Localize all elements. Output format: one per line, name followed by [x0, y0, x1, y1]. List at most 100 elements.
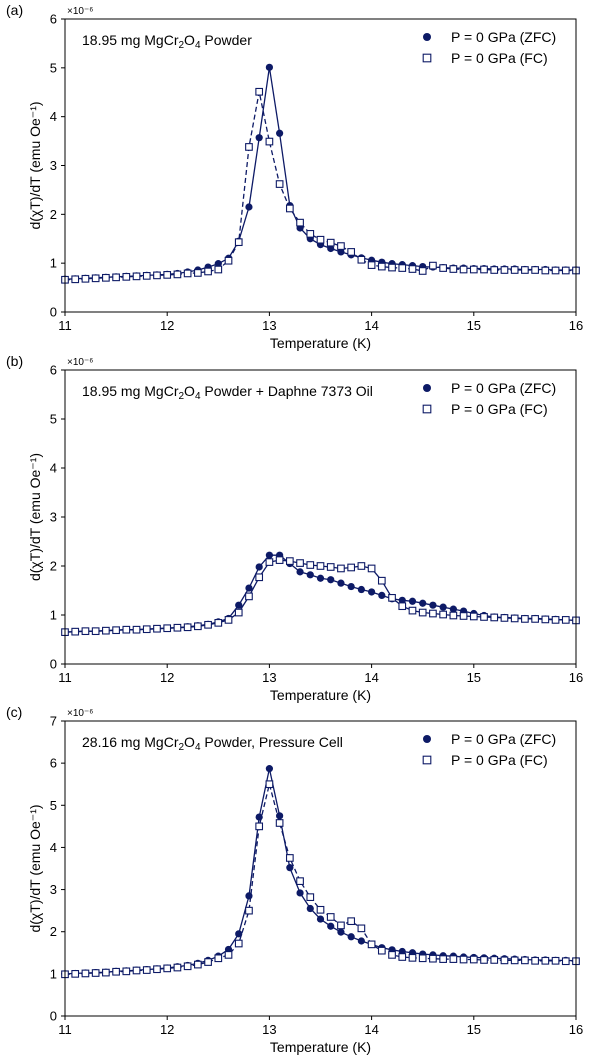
data-point-fc: [153, 965, 161, 974]
annotation-subscript: 4: [195, 391, 201, 402]
data-point-zfc: [265, 63, 273, 71]
data-point-fc: [183, 962, 192, 971]
data-point-zfc: [439, 603, 447, 611]
legend-marker-zfc: [423, 33, 431, 41]
data-point-zfc: [306, 904, 314, 913]
y-tick-label: 1: [50, 256, 57, 271]
y-tick-label: 2: [50, 207, 57, 222]
sample-annotation: 18.95 mg MgCr2O4 Powder + Daphne 7373 Oi…: [82, 383, 373, 402]
data-point-fc: [469, 612, 478, 621]
y-tick-label: 5: [50, 60, 57, 75]
x-axis-label: Temperature (K): [270, 335, 371, 351]
x-tick-label: 15: [467, 318, 481, 333]
data-point-fc: [541, 956, 550, 965]
plot-frame: [64, 18, 577, 313]
data-point-fc: [316, 562, 325, 570]
data-point-fc: [561, 266, 570, 275]
data-point-fc: [163, 964, 172, 973]
data-point-zfc: [327, 576, 335, 584]
data-point-fc: [367, 261, 376, 269]
data-point-fc: [224, 616, 233, 624]
data-point-zfc: [337, 579, 345, 587]
data-point-zfc: [398, 596, 406, 604]
annotation-subscript: 4: [195, 742, 201, 753]
data-point-zfc: [296, 889, 304, 897]
data-point-fc: [531, 266, 539, 274]
data-point-fc: [490, 956, 499, 964]
data-point-fc: [296, 877, 304, 885]
y-tick-label: 7: [50, 714, 57, 729]
data-point-zfc: [337, 928, 345, 936]
data-point-fc: [449, 611, 458, 620]
data-point-fc: [480, 956, 488, 964]
data-point-fc: [388, 593, 396, 602]
data-point-zfc: [214, 260, 222, 268]
data-point-fc: [224, 951, 233, 959]
legend-marker-fc: [422, 53, 432, 63]
annotation-text: Powder + Daphne 7373 Oil: [201, 383, 373, 399]
data-point-fc: [449, 265, 458, 273]
data-point-zfc: [245, 203, 253, 211]
data-point-fc: [112, 273, 120, 282]
data-point-fc: [81, 627, 90, 636]
plot-frame: [64, 369, 577, 665]
data-point-fc: [551, 956, 560, 965]
data-point-zfc: [327, 244, 335, 253]
data-point-fc: [357, 562, 366, 570]
data-point-fc: [142, 272, 151, 280]
data-point-fc: [306, 230, 315, 238]
data-point-fc: [234, 238, 243, 247]
data-point-zfc: [245, 584, 253, 592]
data-point-fc: [449, 955, 458, 963]
data-point-fc: [163, 271, 172, 279]
y-tick-label: 0: [50, 305, 57, 320]
sample-annotation: 28.16 mg MgCr2O4 Powder, Pressure Cell: [82, 734, 343, 753]
legend-marker-fc: [422, 404, 432, 414]
y-tick-label: 0: [50, 657, 57, 672]
data-point-fc: [234, 939, 243, 948]
data-point-fc: [265, 780, 274, 789]
data-point-fc: [81, 274, 90, 283]
x-tick-label: 11: [58, 670, 72, 685]
data-point-fc: [480, 265, 488, 274]
x-tick-label: 13: [262, 670, 276, 685]
data-point-zfc: [429, 601, 437, 609]
data-point-fc: [204, 267, 212, 276]
y-tick-label: 2: [50, 924, 57, 939]
y-tick-label: 3: [50, 882, 57, 897]
data-point-fc: [408, 953, 417, 962]
data-point-zfc: [449, 605, 457, 613]
data-point-fc: [326, 913, 335, 921]
data-point-fc: [275, 556, 284, 564]
data-point-fc: [194, 269, 202, 277]
x-axis-label: Temperature (K): [270, 687, 371, 703]
legend-label: P = 0 GPa (FC): [451, 50, 548, 66]
data-point-fc: [194, 622, 202, 631]
data-point-zfc: [378, 591, 386, 600]
y-tick-label: 4: [50, 109, 57, 124]
panel-label: (b): [6, 353, 23, 369]
data-point-fc: [521, 615, 529, 623]
data-point-fc: [173, 270, 182, 279]
data-point-fc: [265, 137, 274, 146]
data-point-fc: [500, 956, 509, 965]
data-point-zfc: [419, 599, 427, 607]
x-tick-label: 15: [467, 670, 481, 685]
data-point-fc: [142, 966, 151, 974]
annotation-subscript: 2: [178, 391, 184, 402]
data-point-fc: [510, 956, 519, 965]
data-point-fc: [439, 955, 447, 963]
data-point-fc: [183, 269, 192, 278]
data-point-fc: [91, 627, 100, 636]
data-point-zfc: [347, 933, 355, 941]
data-point-fc: [224, 256, 233, 265]
data-point-fc: [255, 87, 264, 96]
data-point-zfc: [347, 582, 355, 591]
y-tick-label: 6: [50, 363, 57, 378]
legend-marker-zfc: [423, 384, 431, 392]
data-point-fc: [153, 271, 161, 280]
data-point-fc: [357, 924, 366, 933]
data-point-fc: [347, 563, 356, 572]
